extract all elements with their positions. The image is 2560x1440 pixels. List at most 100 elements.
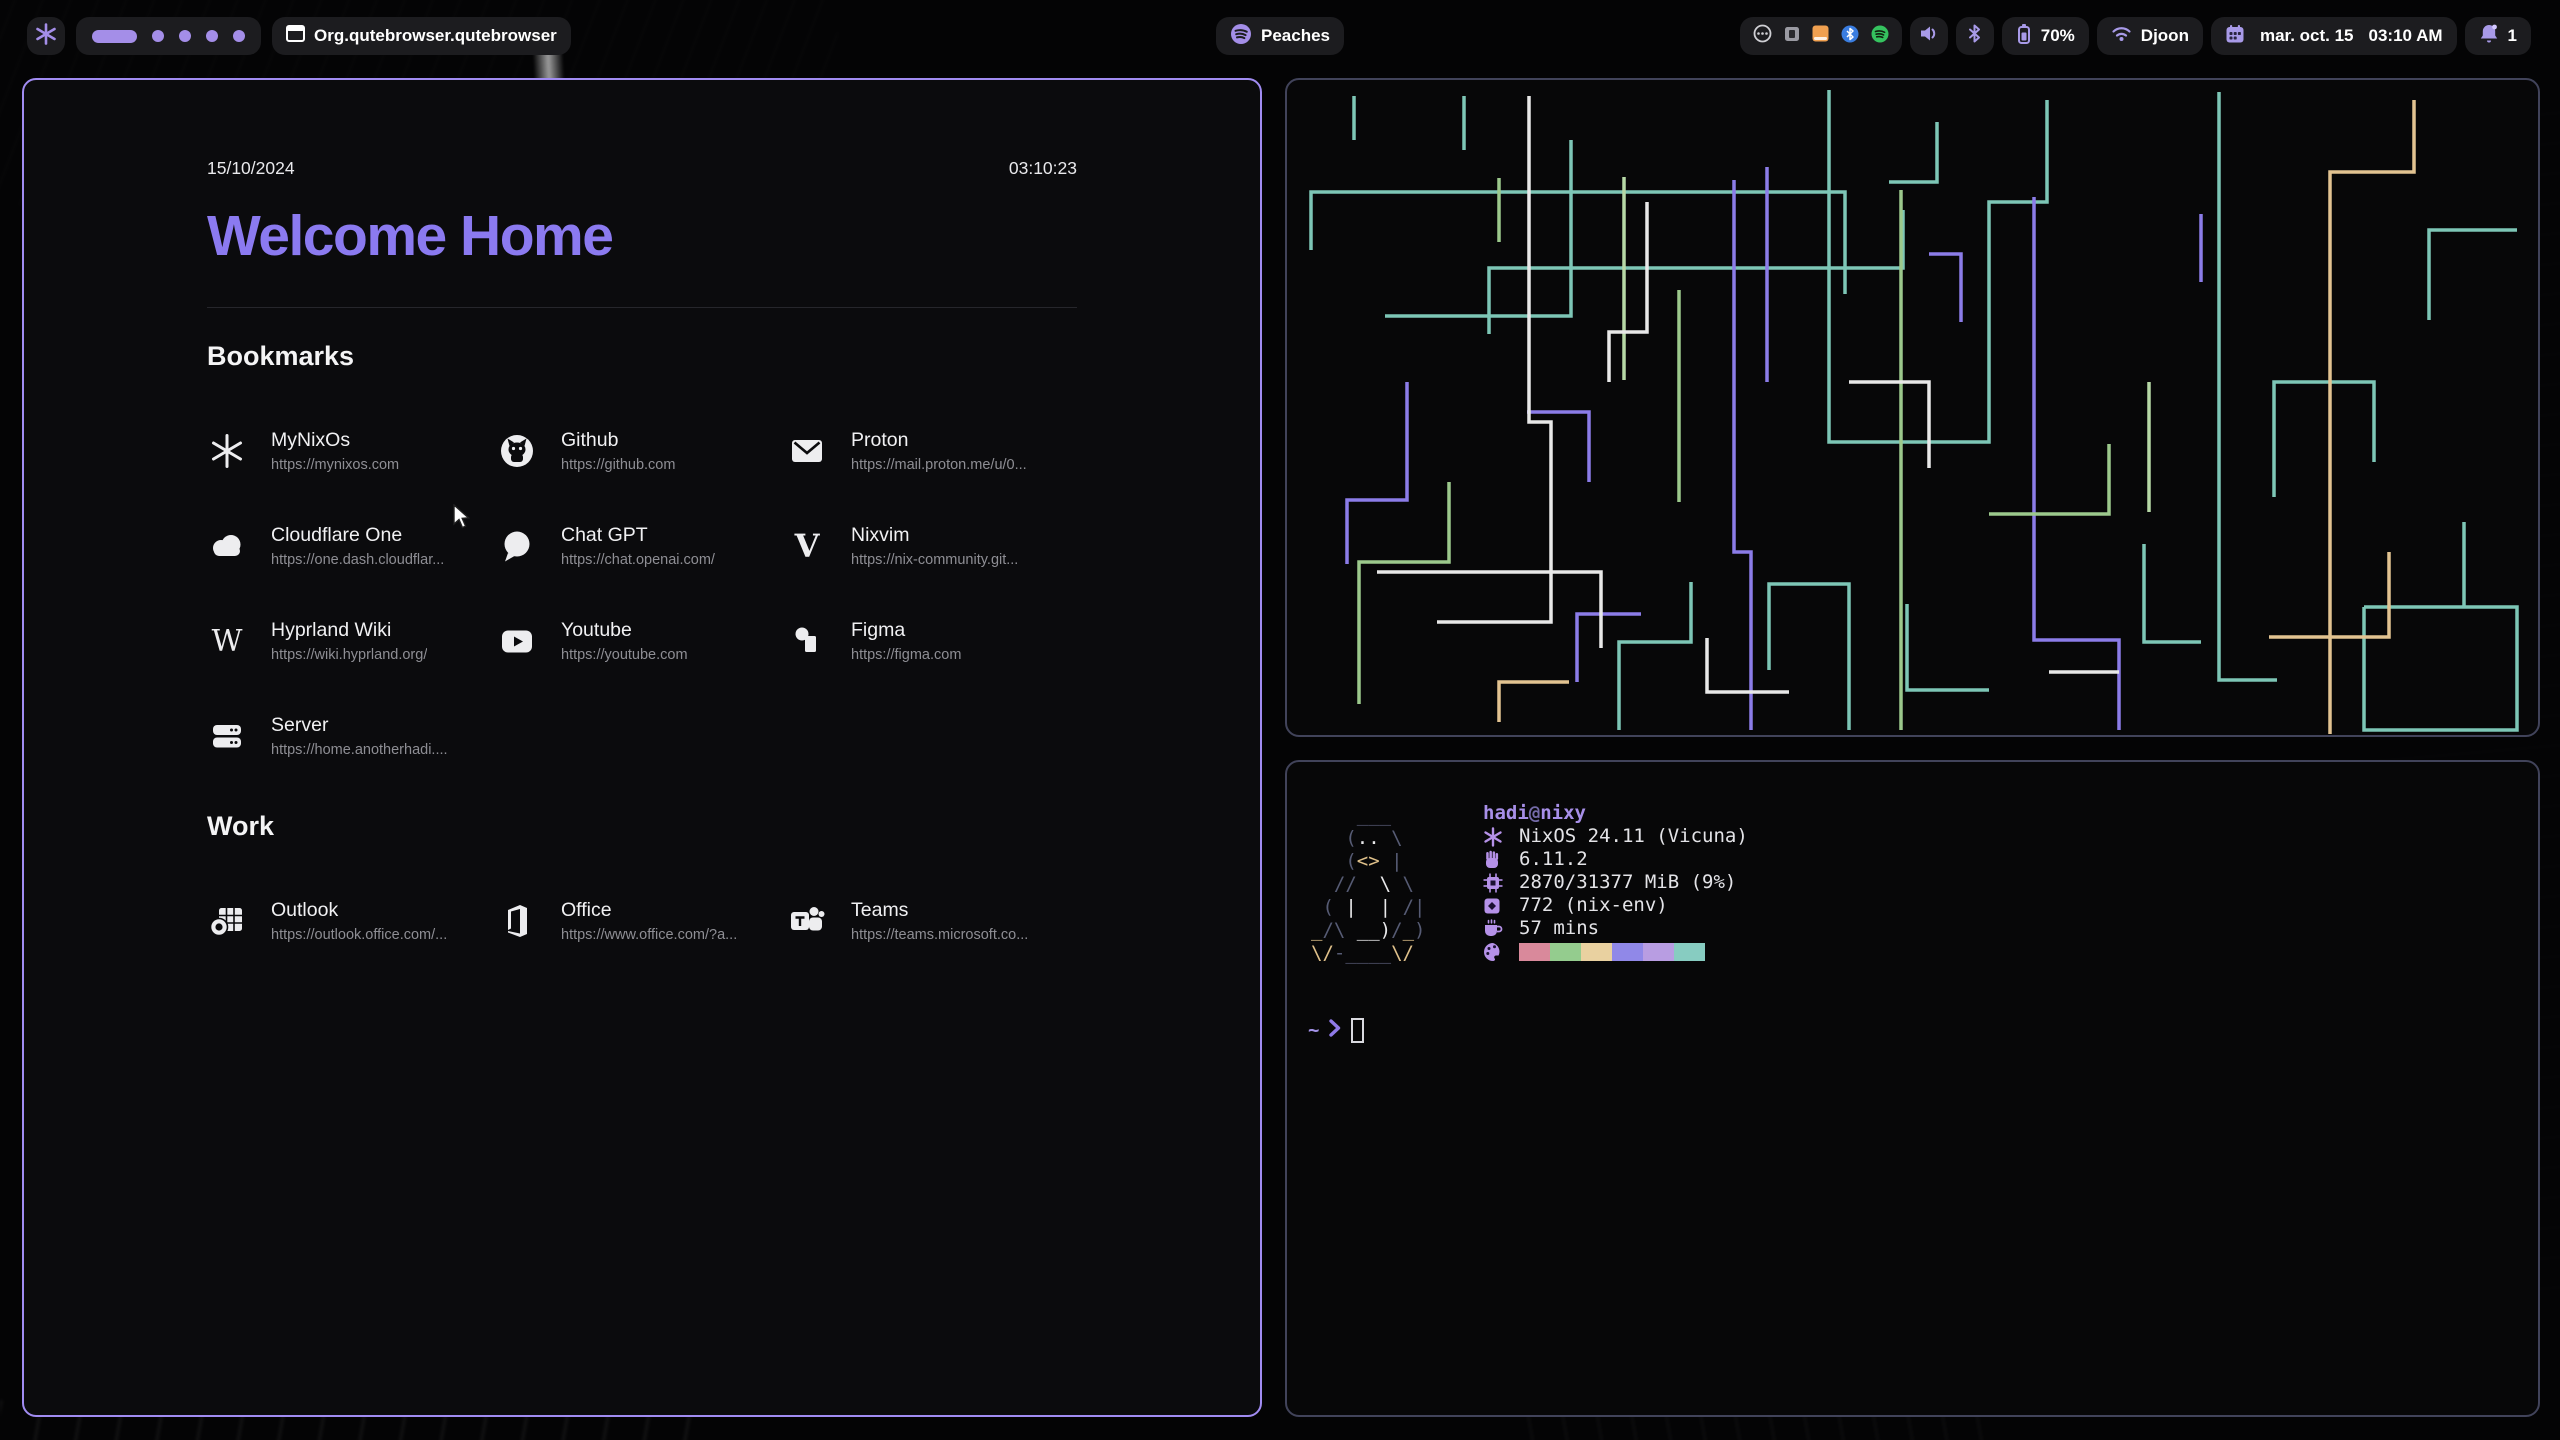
bluetooth-tray-icon xyxy=(1841,25,1859,48)
chat-bubble-icon xyxy=(497,528,537,564)
palette-icon xyxy=(1483,942,1507,962)
github-icon xyxy=(497,433,537,469)
coffee-cup-icon xyxy=(1483,919,1507,938)
speaker-icon xyxy=(1919,24,1938,48)
media-player-pill[interactable]: Peaches xyxy=(1216,17,1344,55)
work-grid: Outlook https://outlook.office.com/... Of… xyxy=(207,892,1077,950)
workspaces-indicator[interactable] xyxy=(76,17,261,55)
bell-icon xyxy=(2479,23,2499,49)
bookmark-teams[interactable]: Teams https://teams.microsoft.co... xyxy=(787,892,1077,950)
figma-icon xyxy=(787,623,827,659)
bookmark-name: Github xyxy=(561,429,619,451)
qutebrowser-window: 15/10/2024 03:10:23 Welcome Home Bookmar… xyxy=(22,78,1262,1417)
bookmark-mynixos[interactable]: MyNixOs https://mynixos.com xyxy=(207,422,497,480)
work-heading: Work xyxy=(207,811,275,841)
bookmark-office[interactable]: Office https://www.office.com/?a... xyxy=(497,892,787,950)
chevron-right-icon xyxy=(1329,1018,1341,1043)
workspace-dot[interactable] xyxy=(92,29,137,43)
calendar-icon xyxy=(2225,24,2245,49)
workspace-dot[interactable] xyxy=(233,30,245,42)
chip-icon xyxy=(1483,873,1507,893)
bookmark-name: Hyprland Wiki xyxy=(271,619,392,641)
os-line: NixOS 24.11 (Vicuna) xyxy=(1483,825,1748,848)
bookmark-url: https://mail.proton.me/u/0... xyxy=(851,457,1027,473)
uptime-value: 57 mins xyxy=(1519,917,1600,939)
startpage: 15/10/2024 03:10:23 Welcome Home Bookmar… xyxy=(24,80,1260,1415)
bookmark-name: Cloudflare One xyxy=(271,524,403,546)
bookmark-name: Nixvim xyxy=(851,524,910,546)
network-pill[interactable]: Djoon xyxy=(2096,17,2203,55)
bookmark-chatgpt[interactable]: Chat GPT https://chat.openai.com/ xyxy=(497,517,787,575)
wifi-ssid-label: Djoon xyxy=(2140,26,2189,45)
workspace-dot[interactable] xyxy=(152,30,164,42)
bookmark-outlook[interactable]: Outlook https://outlook.office.com/... xyxy=(207,892,497,950)
palette-swatch xyxy=(1550,942,1581,961)
bookmark-url: https://teams.microsoft.co... xyxy=(851,927,1029,943)
bookmark-name: Youtube xyxy=(561,619,632,641)
bookmark-server[interactable]: Server https://home.anotherhadi.... xyxy=(207,707,497,765)
bluetooth-pill[interactable] xyxy=(1955,17,1994,55)
bookmark-hyprland-wiki[interactable]: W Hyprland Wiki https://wiki.hyprland.org… xyxy=(207,612,497,670)
active-window-title-pill[interactable]: Org.qutebrowser.qutebrowser xyxy=(272,17,571,55)
bookmark-nixvim[interactable]: V Nixvim https://nix-community.git... xyxy=(787,517,1077,575)
volume-pill[interactable] xyxy=(1909,17,1948,55)
notification-count: 1 xyxy=(2507,26,2517,45)
launcher-button[interactable] xyxy=(27,17,65,55)
clock-pill[interactable]: mar. oct. 15 03:10 AM xyxy=(2210,17,2457,55)
bookmark-youtube[interactable]: Youtube https://youtube.com xyxy=(497,612,787,670)
bookmark-figma[interactable]: Figma https://figma.com xyxy=(787,612,1077,670)
workspace-dot[interactable] xyxy=(206,30,218,42)
bookmark-github[interactable]: Github https://github.com xyxy=(497,422,787,480)
kernel-value: 6.11.2 xyxy=(1519,848,1588,870)
spotify-tray-icon xyxy=(1871,25,1889,48)
envelope-icon xyxy=(787,433,827,469)
packages-line: 772 (nix-env) xyxy=(1483,894,1748,917)
battery-icon xyxy=(2016,23,2032,50)
mouse-cursor xyxy=(452,503,476,535)
pipes-terminal-window xyxy=(1285,78,2540,737)
palette-swatch xyxy=(1581,942,1612,961)
bookmark-name: Outlook xyxy=(271,899,339,921)
server-stack-icon xyxy=(207,718,247,754)
notifications-pill[interactable]: 1 xyxy=(2464,17,2531,55)
bookmark-url: https://wiki.hyprland.org/ xyxy=(271,647,428,663)
teams-icon xyxy=(787,903,827,939)
bookmark-cloudflare-one[interactable]: Cloudflare One https://one.dash.cloudflar… xyxy=(207,517,497,575)
page-time: 03:10:23 xyxy=(1008,158,1077,178)
prompt-cwd: ~ xyxy=(1308,1019,1320,1041)
bookmark-url: https://figma.com xyxy=(851,647,962,663)
terminal-content: ___ (.. \ (<> | // \ \ ( | | /| _/\ __)/_… xyxy=(1287,762,2538,1415)
window-icon xyxy=(286,25,305,47)
media-track-label: Peaches xyxy=(1261,26,1330,45)
fetch-at: @ xyxy=(1528,802,1541,824)
topbar-right: 70% Djoon mar. oct. 15 03:10 AM 1 xyxy=(1739,17,2531,55)
terminal-cursor xyxy=(1351,1018,1365,1043)
workspace-dot[interactable] xyxy=(179,30,191,42)
bookmark-url: https://nix-community.git... xyxy=(851,552,1019,568)
packages-value: 772 (nix-env) xyxy=(1519,894,1668,916)
system-tray[interactable] xyxy=(1739,17,1902,55)
bookmark-url: https://home.anotherhadi.... xyxy=(271,742,448,758)
bluetooth-icon xyxy=(1966,24,1983,48)
bookmark-name: Figma xyxy=(851,619,906,641)
uptime-line: 57 mins xyxy=(1483,917,1748,940)
fetch-host: nixy xyxy=(1540,802,1586,824)
palette-swatch xyxy=(1519,942,1550,961)
time-label: 03:10 AM xyxy=(2368,26,2443,45)
memory-value: 2870/31377 MiB (9%) xyxy=(1519,871,1737,893)
bookmark-url: https://mynixos.com xyxy=(271,457,400,473)
bookmark-proton[interactable]: Proton https://mail.proton.me/u/0... xyxy=(787,422,1077,480)
page-title: Welcome Home xyxy=(207,204,614,268)
bookmarks-heading: Bookmarks xyxy=(207,341,355,371)
bookmark-url: https://chat.openai.com/ xyxy=(561,552,715,568)
shell-prompt[interactable]: ~ xyxy=(1308,1018,1365,1043)
bookmark-url: https://github.com xyxy=(561,457,676,473)
tux-ascii-art: ___ (.. \ (<> | // \ \ ( | | /| _/\ __)/_… xyxy=(1311,804,1426,964)
topbar-left: Org.qutebrowser.qutebrowser xyxy=(27,17,571,55)
fastfetch-info: hadi @ nixy NixOS 24.11 (Vicuna) 6.11.2 xyxy=(1483,802,1748,963)
battery-pill[interactable]: 70% xyxy=(2001,17,2089,55)
office-icon xyxy=(497,903,537,939)
bookmark-name: MyNixOs xyxy=(271,429,351,451)
bookmark-name: Server xyxy=(271,714,329,736)
